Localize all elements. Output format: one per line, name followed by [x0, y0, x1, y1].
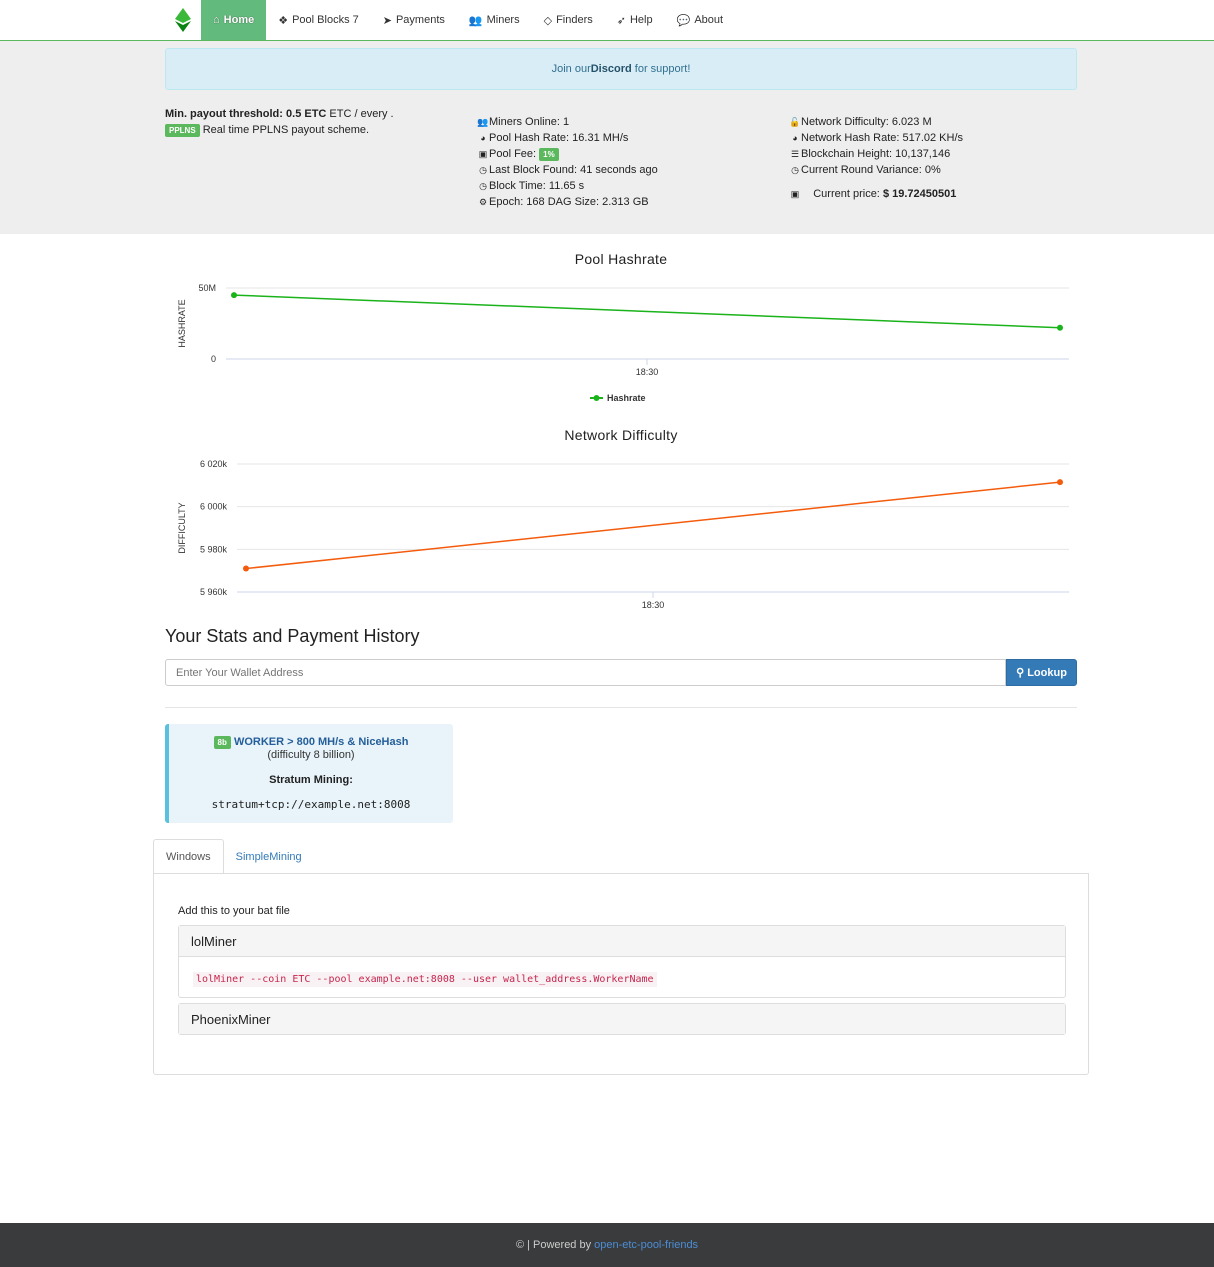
y-tick-label: 6 000k: [200, 502, 228, 512]
stats-title: Your Stats and Payment History: [165, 626, 420, 646]
windows-tab-pane: Add this to your bat file lolMiner lolMi…: [153, 873, 1089, 1075]
clock-icon: ◷: [791, 165, 799, 175]
chart-title: Network Difficulty: [564, 427, 678, 443]
x-tick-label: 18:30: [636, 367, 659, 377]
divider: [165, 707, 1077, 708]
paper-plane-icon: ➤: [382, 14, 392, 27]
discord-alert: Join our Discord for support!: [165, 48, 1077, 90]
wallet-address-input[interactable]: [165, 659, 1006, 686]
lolminer-panel: lolMiner lolMiner --coin ETC --pool exam…: [178, 925, 1066, 998]
fee-badge: 1%: [539, 148, 559, 161]
y-tick-label: 6 020k: [200, 459, 228, 469]
nav-miners[interactable]: 👥 Miners: [468, 14, 520, 27]
users-icon: 👥: [468, 14, 483, 27]
nav-pool-blocks[interactable]: ❖ Pool Blocks 7: [278, 14, 359, 27]
series-line: [245, 481, 1061, 570]
legend-label: Hashrate: [607, 393, 646, 403]
navbar: ⌂ Home ❖ Pool Blocks 7 ➤ Payments 👥 Miners ◇…: [0, 0, 1214, 41]
phoenixminer-panel-header[interactable]: PhoenixMiner: [179, 1004, 1065, 1034]
home-icon: ⌂: [213, 14, 220, 26]
y-axis-label: HASHRATE: [177, 299, 187, 347]
y-tick-label: 0: [211, 354, 216, 364]
y-tick-label: 5 980k: [200, 544, 228, 554]
cubes-icon: ❖: [278, 14, 289, 27]
comments-icon: 💬: [676, 14, 691, 27]
clock-icon: ◷: [479, 165, 487, 175]
stats-header: Join our Discord for support! Min. payou…: [0, 41, 1214, 234]
data-point: [231, 292, 237, 299]
os-tabs: Windows SimpleMining: [153, 839, 314, 874]
discord-link[interactable]: Discord: [590, 63, 632, 75]
nav-payments[interactable]: ➤ Payments: [382, 14, 445, 27]
etc-logo[interactable]: [165, 0, 201, 40]
x-tick-label: 18:30: [642, 600, 665, 610]
unlock-icon: 🔓: [789, 117, 801, 127]
phoenixminer-panel: PhoenixMiner: [178, 1003, 1066, 1035]
gears-icon: ⚙: [478, 197, 488, 207]
y-tick-label: 50M: [198, 283, 216, 293]
8b-badge: 8b: [213, 736, 231, 749]
nav-help[interactable]: ➶ Help: [616, 14, 653, 27]
wallet-search: ⚲ Lookup: [165, 659, 1077, 686]
y-axis-label: DIFFICULTY: [177, 502, 187, 553]
money-icon: ▣: [478, 149, 488, 159]
y-tick-label: 5 960k: [200, 587, 228, 597]
clock-icon: ◷: [479, 181, 487, 191]
lolminer-command: lolMiner --coin ETC --pool example.net:8…: [193, 972, 657, 987]
bars-icon: ☰: [790, 149, 800, 159]
tab-simplemining[interactable]: SimpleMining: [235, 850, 302, 863]
search-icon: ⚲: [1016, 667, 1025, 679]
lookup-button[interactable]: ⚲ Lookup: [1006, 659, 1077, 686]
data-point: [1057, 324, 1063, 331]
data-point: [1057, 479, 1063, 486]
rocket-icon: ➶: [616, 14, 626, 27]
stratum-url: stratum+tcp://example.net:8008: [211, 798, 411, 811]
legend-marker: [593, 395, 600, 401]
network-difficulty-chart: Network Difficulty 5 960k 5 980k 6 000k 6 0…: [165, 427, 1077, 610]
gauge-icon: ◕: [792, 133, 798, 143]
chart-title: Pool Hashrate: [574, 251, 668, 267]
nav-finders[interactable]: ◇ Finders: [543, 14, 593, 27]
nav-about[interactable]: 💬 About: [676, 14, 724, 27]
diamond-icon: ◇: [543, 14, 553, 27]
money-icon: ▣: [790, 189, 800, 199]
series-line: [233, 294, 1061, 329]
footer: © | Powered by open-etc-pool-friends: [0, 1223, 1214, 1267]
pplns-badge: PPLNS: [165, 124, 200, 137]
worker-info-box: 8b WORKER > 800 MH/s & NiceHash (difficu…: [165, 724, 453, 823]
data-point: [243, 565, 249, 572]
pool-hashrate-chart: Pool Hashrate 0 50M HASHRATE 18:30 Hashrate: [165, 251, 1077, 403]
gauge-icon: ◕: [480, 133, 486, 143]
github-link[interactable]: open-etc-pool-friends: [594, 1239, 699, 1251]
nav-home[interactable]: ⌂ Home: [201, 0, 267, 40]
tab-windows[interactable]: Windows: [153, 839, 224, 874]
lolminer-panel-header[interactable]: lolMiner: [179, 926, 1065, 956]
users-icon: 👥: [477, 117, 489, 127]
